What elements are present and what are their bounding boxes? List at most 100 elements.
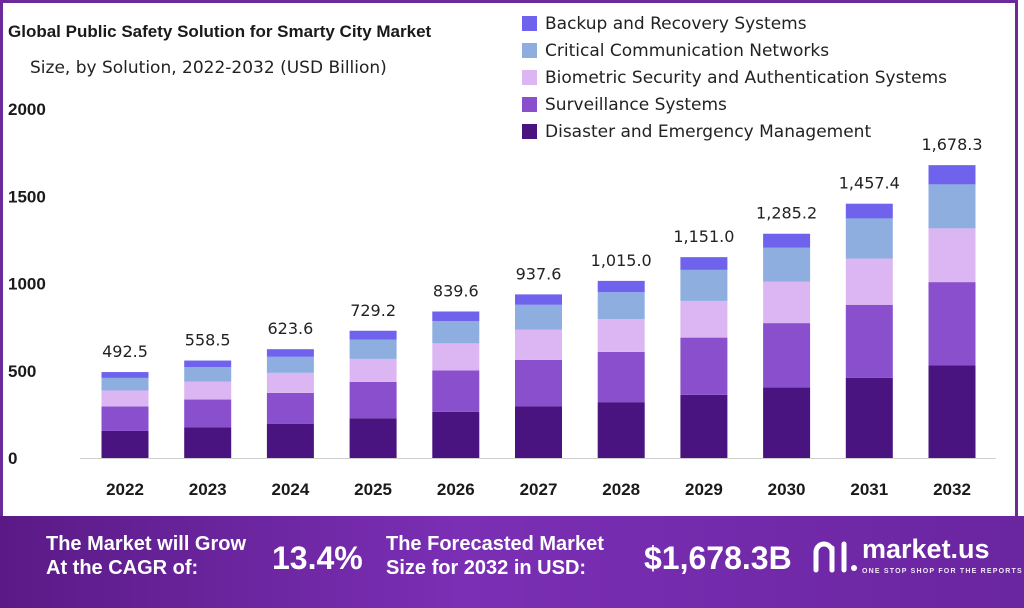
bar-segment [763, 281, 811, 324]
bar-segment [266, 372, 314, 393]
bar-segment [184, 367, 232, 382]
x-tick-label: 2030 [768, 480, 806, 499]
market-us-logo-icon [813, 541, 857, 573]
bar-segment [680, 257, 728, 270]
bar-segment [763, 233, 811, 248]
bar-segment [845, 203, 893, 219]
total-data-label: 623.6 [267, 319, 313, 338]
legend: Backup and Recovery Systems Critical Comm… [522, 14, 947, 142]
bar-segment [349, 330, 397, 340]
legend-swatch [522, 43, 537, 58]
bar-segment [763, 247, 811, 282]
x-tick-label: 2024 [271, 480, 309, 499]
bar-segment [680, 337, 728, 395]
bar-segment [349, 381, 397, 419]
bar-segment [515, 359, 562, 407]
forecast-value: $1,678.3B [644, 540, 792, 576]
bar-segment [597, 402, 645, 458]
forecast-label: The Forecasted Market Size for 2032 in U… [386, 533, 604, 579]
bar-segment [349, 339, 397, 359]
legend-label: Critical Communication Networks [545, 41, 829, 61]
bar-segment [845, 218, 893, 259]
chart-title: Global Public Safety Solution for Smarty… [8, 22, 432, 41]
bar-segment [101, 430, 149, 458]
x-tick-label: 2025 [354, 480, 392, 499]
total-data-label: 1,678.3 [921, 135, 982, 154]
total-data-label: 1,015.0 [591, 251, 652, 270]
x-tick-label: 2031 [850, 480, 888, 499]
bar-segment [432, 411, 480, 458]
bar-segment [763, 387, 811, 458]
x-tick-label: 2032 [933, 480, 971, 499]
bar-segment [515, 304, 562, 330]
bar-segment [184, 427, 232, 458]
bar-segment [680, 394, 728, 458]
x-tick-label: 2023 [189, 480, 227, 499]
bar-segment [763, 323, 811, 388]
bar-segment [928, 365, 976, 458]
bar-segment [845, 304, 893, 378]
legend-label: Disaster and Emergency Management [545, 122, 871, 142]
bar-segment [432, 370, 480, 412]
legend-label: Backup and Recovery Systems [545, 14, 807, 34]
y-tick-label: 2000 [8, 100, 46, 119]
bar-segment [515, 329, 562, 360]
chart-subtitle: Size, by Solution, 2022-2032 (USD Billio… [30, 58, 387, 78]
bar-segment [266, 423, 314, 458]
total-data-label: 1,151.0 [673, 227, 734, 246]
bar-segment [432, 343, 480, 371]
bar-segment [101, 377, 149, 391]
total-data-label: 1,285.2 [756, 204, 817, 223]
bar-segment [266, 349, 314, 357]
y-tick-label: 1500 [8, 187, 46, 206]
bar-segment [349, 418, 397, 458]
y-axis: 0 500 1000 1500 2000 [8, 100, 46, 468]
bars: 492.5 558.5 623.6 729.2 839.6 937.6 1,015.0 1,1… [101, 135, 983, 458]
x-tick-label: 2026 [437, 480, 475, 499]
x-tick-label: 2029 [685, 480, 723, 499]
bar-segment [515, 294, 562, 305]
bar-segment [266, 392, 314, 424]
chart: Global Public Safety Solution for Smarty… [8, 14, 996, 499]
bar-segment [515, 406, 562, 458]
y-tick-label: 500 [8, 362, 36, 381]
brand-name: market.us [862, 534, 990, 564]
bar-segment [597, 280, 645, 293]
bar-segment [184, 360, 232, 368]
y-tick-label: 0 [8, 449, 17, 468]
footer-banner: The Market will Grow At the CAGR of: 13.… [0, 516, 1024, 608]
x-tick-label: 2028 [602, 480, 640, 499]
bar-segment [928, 282, 976, 366]
bar-segment [597, 292, 645, 320]
legend-swatch [522, 70, 537, 85]
bar-segment [845, 258, 893, 305]
total-data-label: 839.6 [433, 281, 479, 300]
bar-segment [349, 358, 397, 382]
bar-segment [101, 390, 149, 407]
legend-swatch [522, 16, 537, 31]
bar-segment [928, 184, 976, 229]
bar-segment [432, 321, 480, 344]
bar-segment [928, 228, 976, 283]
x-tick-label: 2022 [106, 480, 144, 499]
bar-segment [101, 372, 149, 378]
total-data-label: 937.6 [516, 264, 562, 283]
total-data-label: 558.5 [185, 331, 231, 350]
total-data-label: 729.2 [350, 301, 396, 320]
y-tick-label: 1000 [8, 275, 46, 294]
cagr-value: 13.4% [272, 540, 363, 576]
brand-tagline: ONE STOP SHOP FOR THE REPORTS [862, 568, 1023, 575]
bar-segment [432, 311, 480, 322]
legend-label: Surveillance Systems [545, 95, 727, 115]
bar-segment [101, 406, 149, 431]
cagr-label: The Market will Grow At the CAGR of: [46, 533, 247, 579]
total-data-label: 492.5 [102, 342, 148, 361]
bar-segment [184, 381, 232, 400]
bar-segment [597, 319, 645, 352]
bar-segment [184, 399, 232, 428]
bar-segment [928, 165, 976, 185]
bar-segment [680, 300, 728, 338]
bar-segment [597, 351, 645, 403]
bar-segment [266, 356, 314, 373]
legend-label: Biometric Security and Authentication Sy… [545, 68, 947, 88]
